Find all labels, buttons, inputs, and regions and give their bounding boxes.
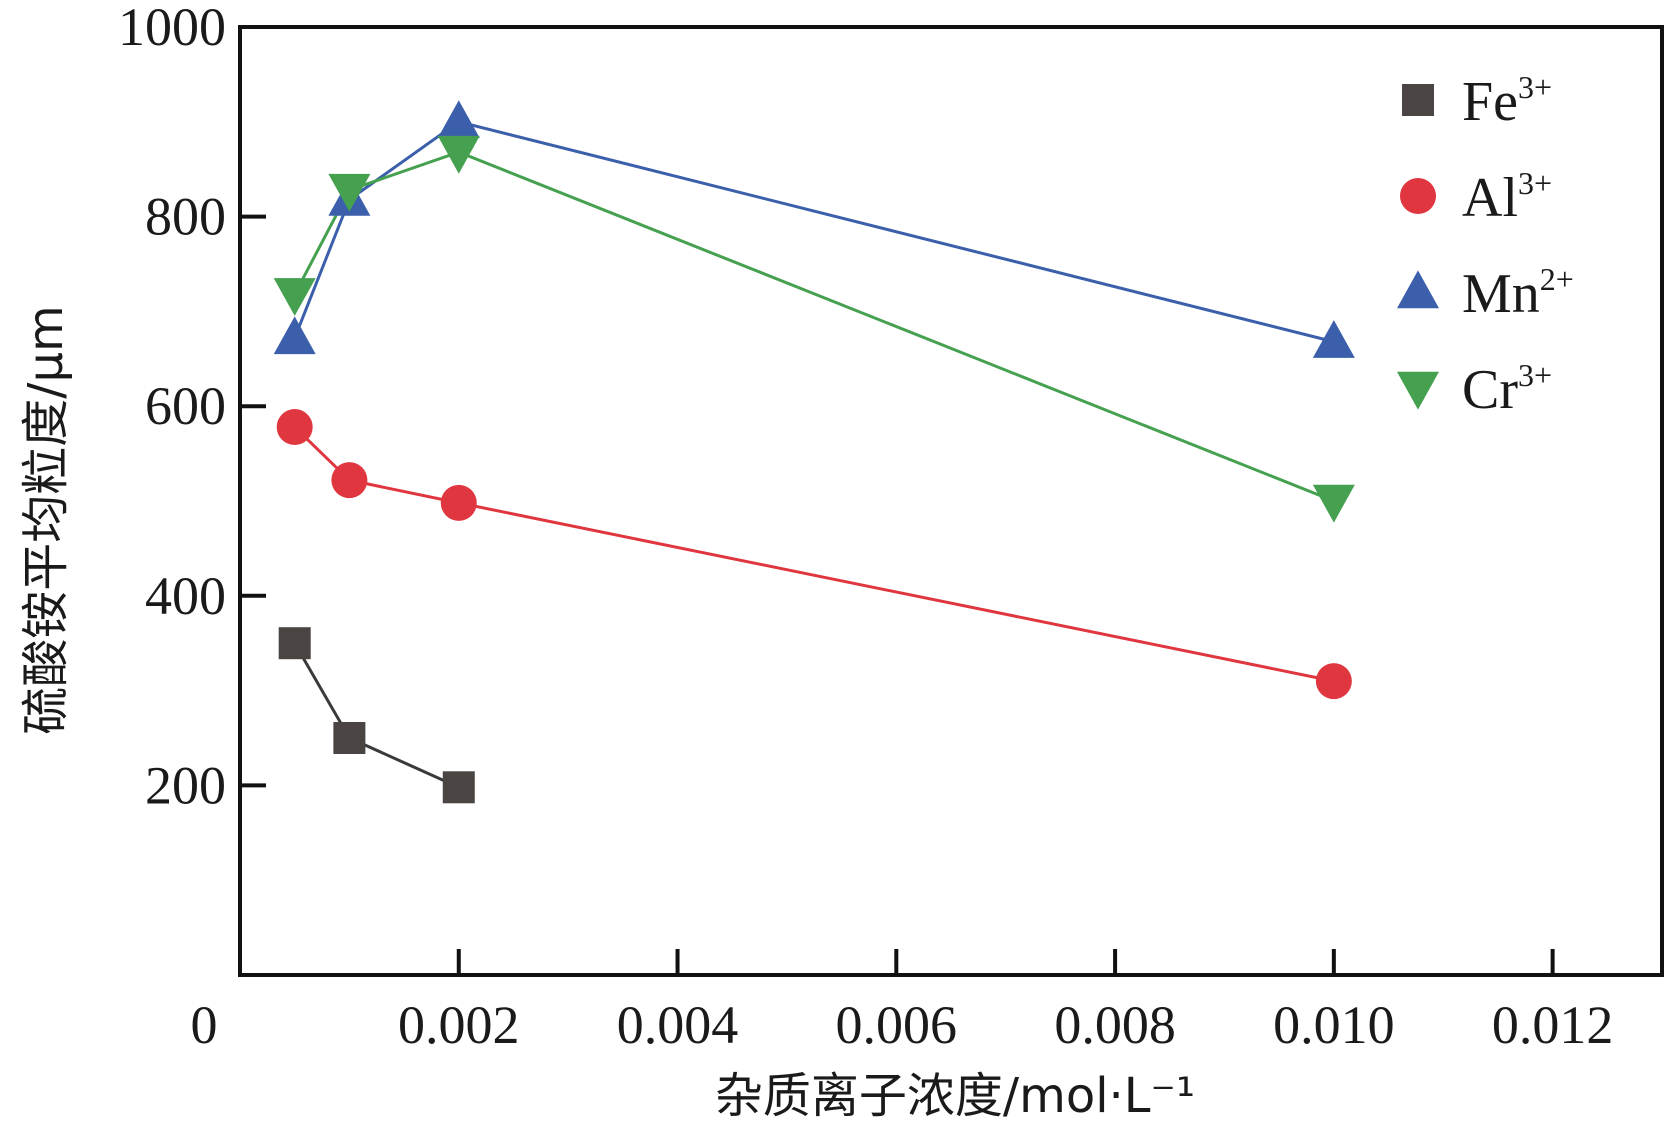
y-tick-label: 800 — [145, 187, 226, 247]
x-tick-label: 0.004 — [617, 995, 739, 1055]
legend-label-fe: Fe3+ — [1462, 69, 1552, 133]
data-point-al — [440, 484, 477, 521]
y-tick-label: 200 — [145, 755, 226, 815]
data-point-cr — [328, 173, 371, 212]
x-axis-title: 杂质离子浓度/mol·L⁻¹ — [715, 1068, 1195, 1124]
x-tick-label: 0.006 — [836, 995, 958, 1055]
data-point-mn — [1312, 320, 1355, 358]
series-line-cr — [293, 150, 1335, 503]
plot-frame — [238, 25, 1664, 977]
data-point-fe — [442, 771, 475, 804]
legend-label-mn: Mn2+ — [1462, 261, 1574, 325]
y-axis-title: 硫酸铵平均粒度/μm — [18, 305, 74, 734]
data-point-fe — [278, 627, 311, 660]
y-tick-label: 600 — [145, 376, 226, 436]
series-line-mn — [293, 120, 1335, 344]
legend-marker-mn — [1397, 270, 1439, 309]
legend-marker-al — [1400, 178, 1436, 214]
legend-label-cr: Cr3+ — [1462, 357, 1552, 421]
data-point-fe — [333, 722, 366, 754]
data-point-al — [331, 462, 368, 499]
data-point-cr — [273, 278, 316, 316]
y-tick-label: 1000 — [118, 0, 226, 57]
legend-marker-fe — [1402, 84, 1434, 116]
data-point-cr — [437, 135, 480, 174]
x-tick-label: 0.010 — [1273, 995, 1395, 1055]
y-tick-label: 400 — [145, 566, 226, 626]
data-point-cr — [1312, 484, 1355, 523]
legend-label-al: Al3+ — [1462, 165, 1552, 229]
series-line-al — [293, 425, 1335, 683]
data-point-mn — [273, 316, 316, 355]
series-lines — [293, 120, 1335, 789]
data-point-al — [276, 409, 313, 446]
x-tick-label: 0.012 — [1492, 995, 1614, 1055]
legend: Fe3+ Al3+ Mn2+ Cr3+ — [1397, 69, 1574, 421]
legend-item-al: Al3+ — [1400, 165, 1552, 229]
x-tick-label: 0.002 — [398, 995, 520, 1055]
legend-marker-cr — [1397, 371, 1439, 410]
axes: 200 400 600 800 1000 0 0.002 0.004 0.006 0.008 0.0… — [118, 0, 1664, 1055]
legend-item-cr: Cr3+ — [1397, 357, 1552, 421]
series-line-fe — [293, 642, 460, 789]
data-point-al — [1315, 663, 1352, 700]
x-tick-label: 0 — [191, 995, 218, 1055]
data-point-mn — [437, 100, 480, 138]
series-markers — [273, 100, 1355, 804]
legend-item-fe: Fe3+ — [1402, 69, 1552, 133]
legend-item-mn: Mn2+ — [1397, 261, 1574, 325]
x-tick-label: 0.008 — [1054, 995, 1176, 1055]
